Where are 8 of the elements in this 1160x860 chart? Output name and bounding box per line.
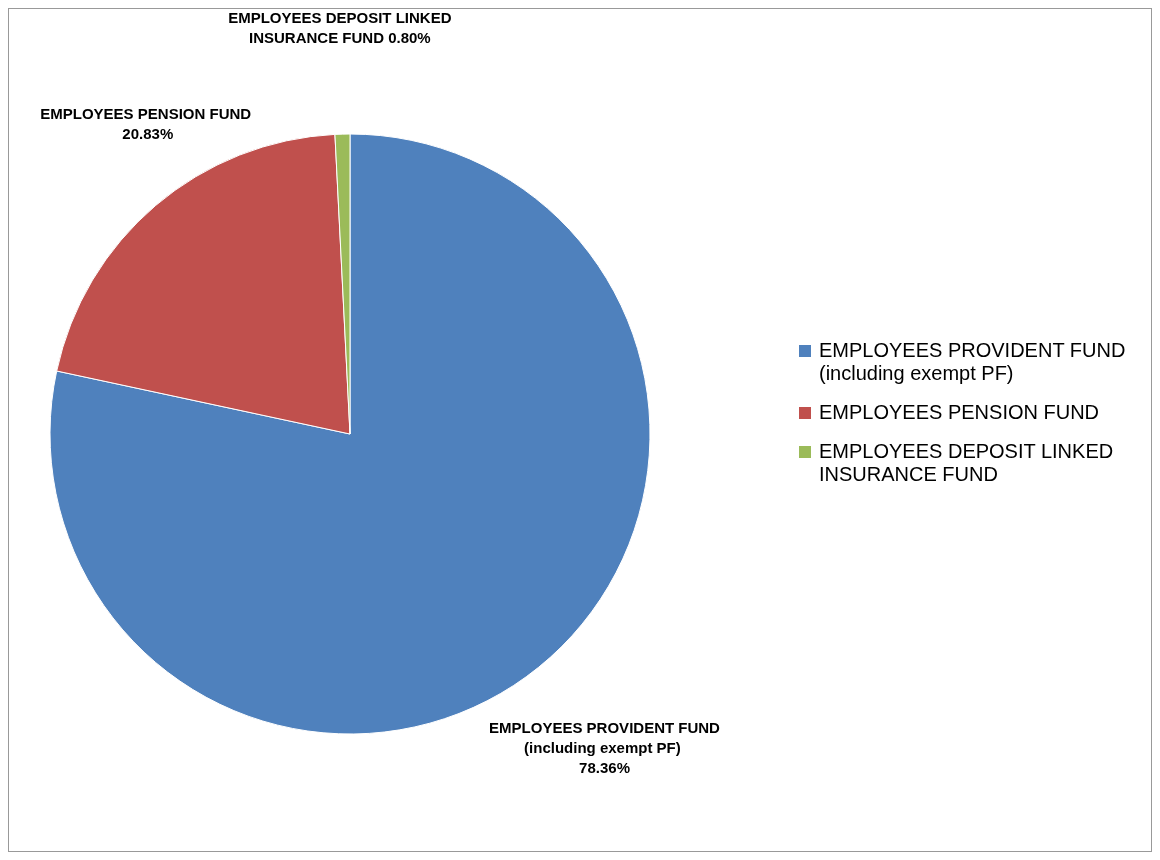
legend-label: EMPLOYEES PENSION FUND: [819, 401, 1100, 424]
data-label: 78.36%: [579, 758, 630, 776]
legend-label: EMPLOYEES PROVIDENT FUND (including exempt PF): [819, 339, 1127, 385]
slice-label: EMPLOYEES PENSION FUND: [40, 105, 256, 123]
category-label: EMPLOYEES DEPOSIT LINKED INSURANCE FUND 0.80%: [228, 9, 452, 47]
legend-label: EMPLOYEES DEPOSIT LINKED INSURANCE FUND: [819, 440, 1115, 486]
slice-label: EMPLOYEES PROVIDENT FUND (including exempt PF): [489, 718, 721, 756]
data-label: 20.83%: [122, 125, 174, 143]
